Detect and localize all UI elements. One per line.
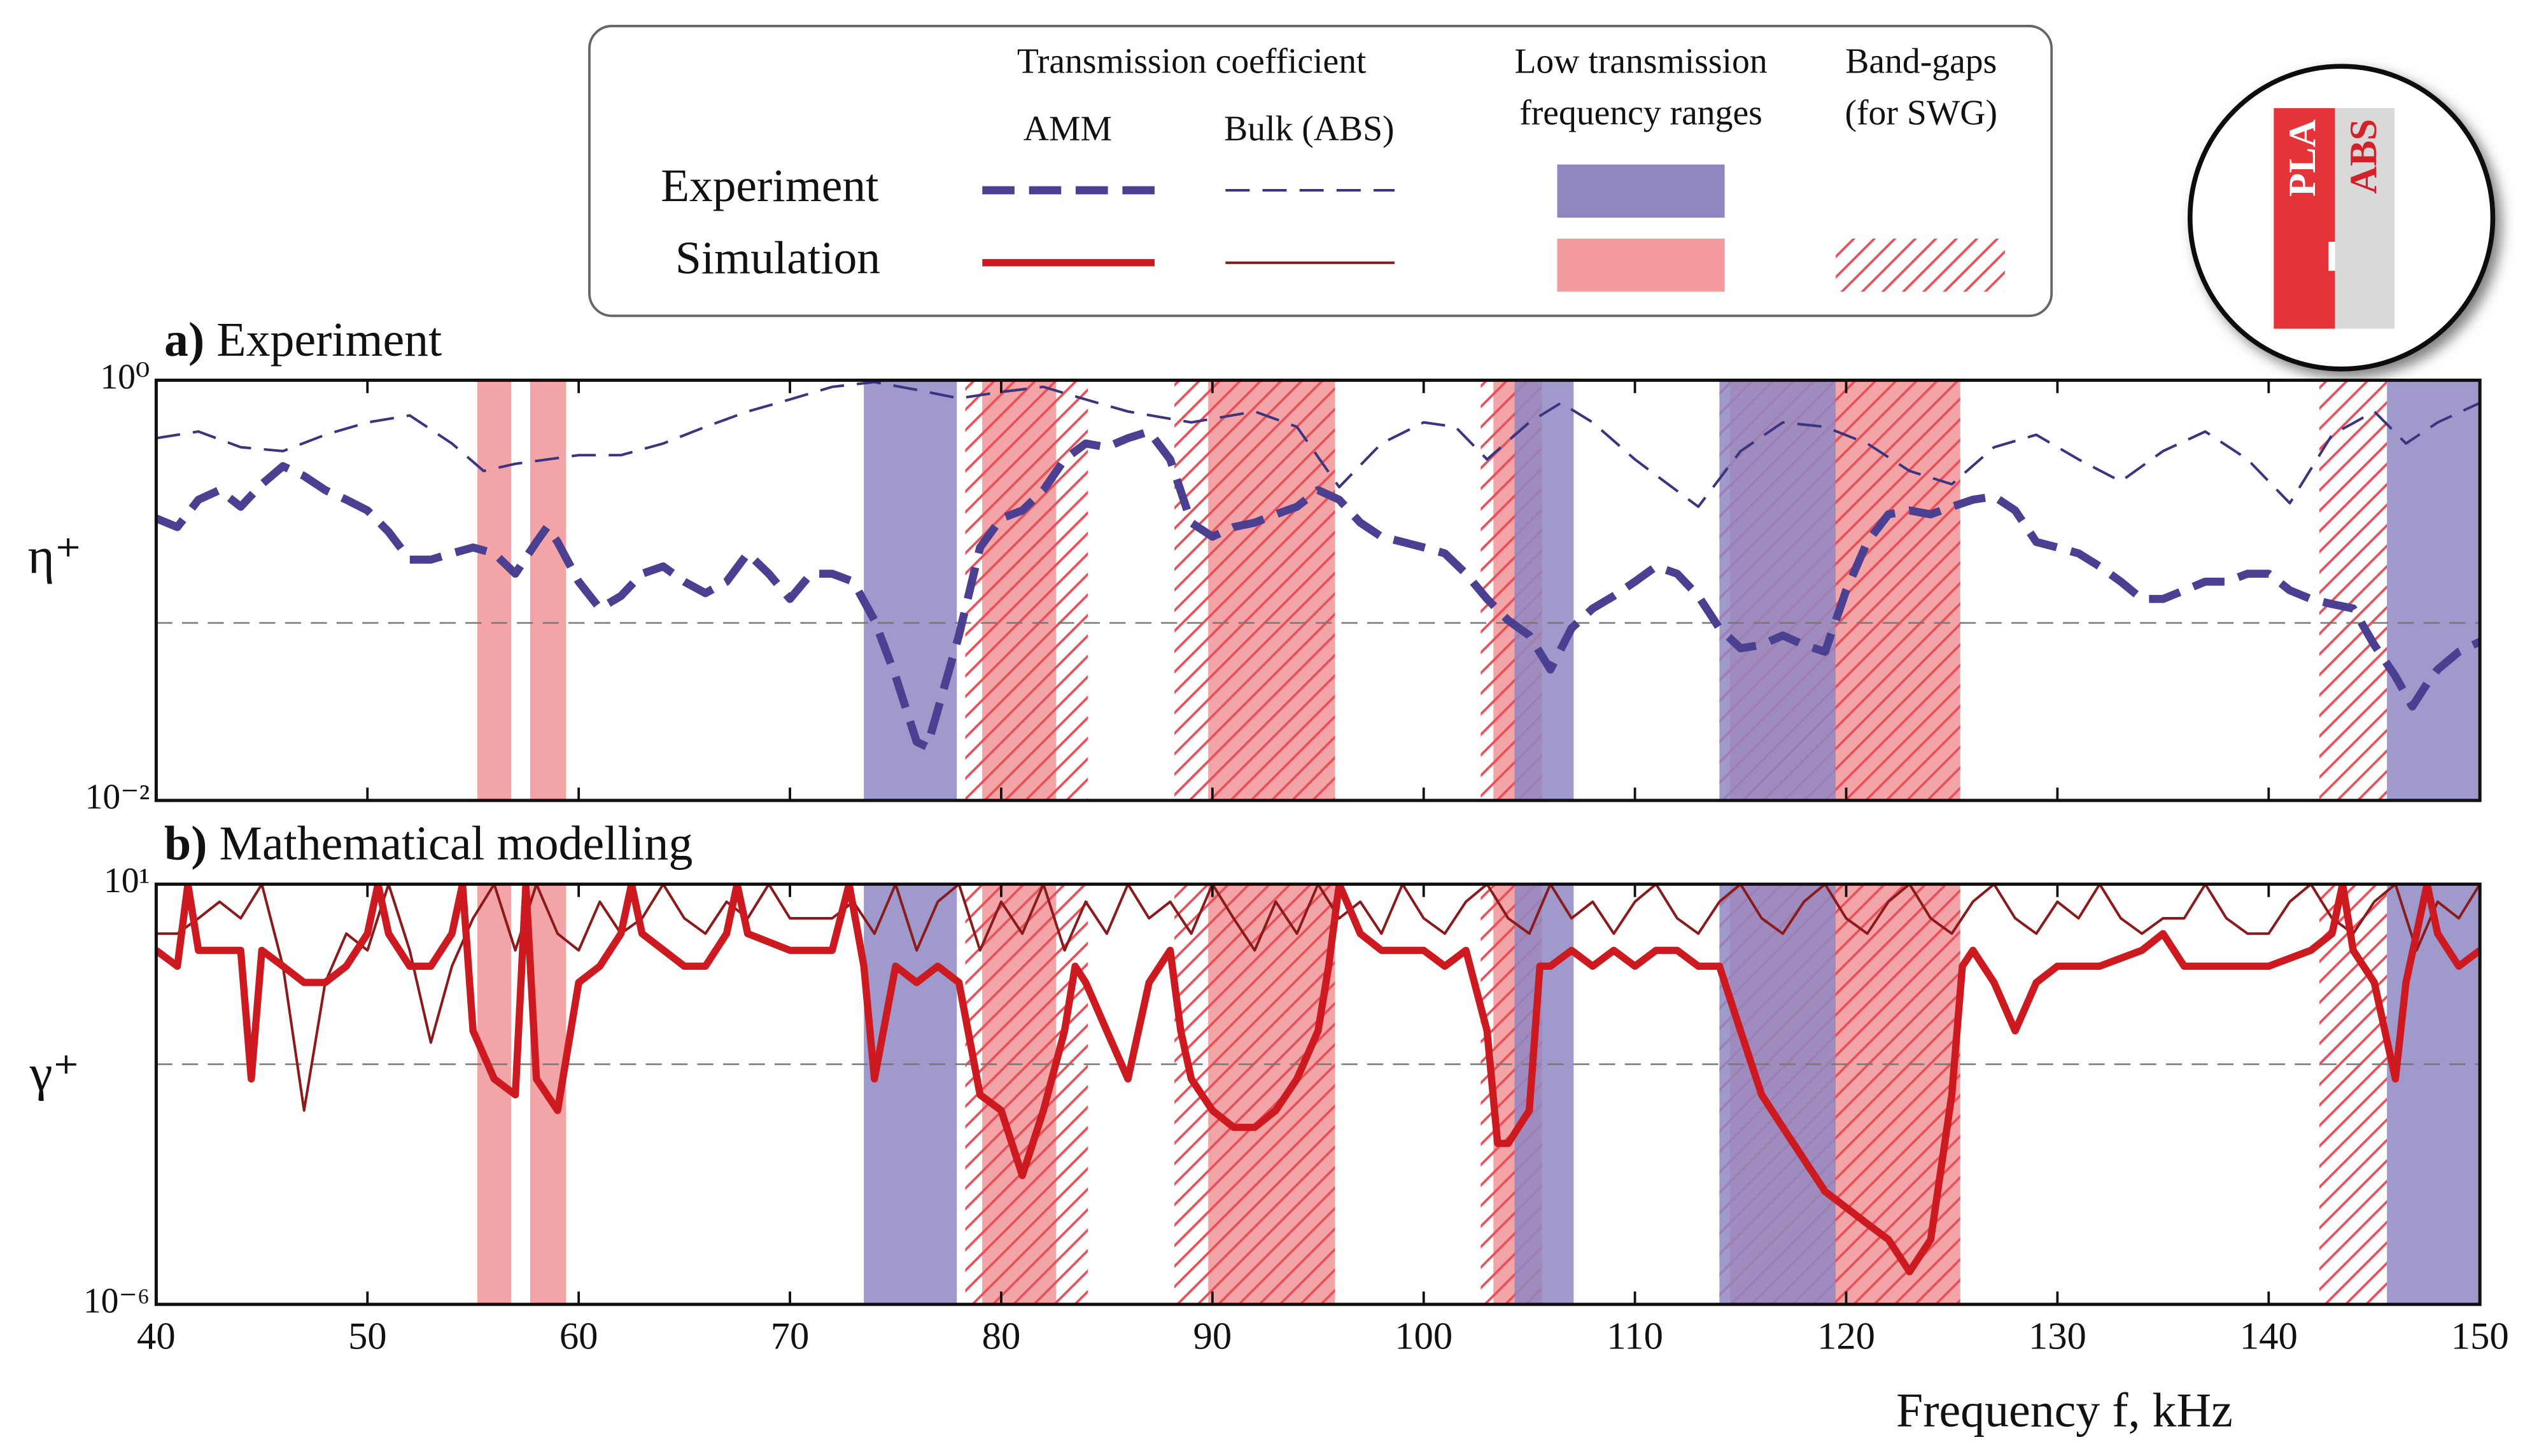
experiment-range: [864, 380, 957, 801]
experiment-range: [2387, 380, 2480, 801]
x-tick-label: 140: [2240, 1315, 2298, 1357]
legend-swatch: [1557, 238, 1725, 292]
y-tick-label: 10⁻²: [85, 778, 150, 817]
legend-column: Band-gaps: [1845, 41, 1997, 81]
x-tick-label: 60: [559, 1315, 598, 1357]
legend-row: Simulation: [675, 232, 880, 284]
legend-row: Experiment: [661, 160, 878, 211]
x-tick-label: 50: [348, 1315, 387, 1357]
panel-letter: b): [164, 817, 207, 871]
x-tick-label: 70: [771, 1315, 810, 1357]
plot-frame: [154, 882, 2482, 1306]
panel-title: b) Mathematical modelling: [164, 817, 693, 871]
plot-frame: [154, 378, 2482, 802]
experiment-range: [1719, 380, 1836, 801]
x-tick-label: 80: [982, 1315, 1021, 1357]
inset: PLA ABS: [2187, 64, 2496, 372]
panel-name: Experiment: [216, 313, 442, 367]
series-line: [156, 427, 2480, 751]
series-line: [156, 884, 2480, 1112]
x-tick-label: 40: [137, 1315, 176, 1357]
x-tick-label: 100: [1395, 1315, 1452, 1357]
y-axis-label: η⁺: [27, 528, 81, 585]
panel: [156, 884, 2480, 1305]
inset-notch: [2328, 241, 2335, 271]
experiment-range: [1514, 380, 1574, 801]
legend-swatch: [1557, 164, 1725, 218]
band_gaps-range: [965, 380, 1088, 801]
band_gaps-range: [965, 884, 1088, 1305]
inset-label: ABS: [2342, 119, 2385, 194]
x-tick-label: 110: [1607, 1315, 1663, 1357]
series-line: [156, 381, 2480, 508]
x-tick-label: 120: [1817, 1315, 1875, 1357]
experiment-range: [2387, 884, 2480, 1305]
experiment-range: [1514, 884, 1574, 1305]
y-tick-label: 10⁻⁶: [83, 1281, 150, 1320]
legend-column: Low transmission: [1514, 41, 1767, 81]
panel-letter: a): [164, 313, 204, 367]
legend-column: (for SWG): [1845, 93, 1998, 132]
experiment-range: [1719, 884, 1836, 1305]
experiment-range: [864, 884, 957, 1305]
x-tick-label: 130: [2029, 1315, 2086, 1357]
legend-swatch: [1836, 238, 2005, 292]
x-tick-label: 90: [1193, 1315, 1232, 1357]
inset-label: PLA: [2281, 120, 2324, 197]
legend-column: AMM: [1023, 109, 1112, 149]
legend-header: Transmission coefficient: [1017, 41, 1367, 81]
inset-pla: [2274, 108, 2335, 329]
legend-column: Bulk (ABS): [1224, 109, 1394, 149]
panel-name: Mathematical modelling: [219, 817, 693, 871]
panel-space: [204, 313, 216, 367]
simulation-range: [477, 380, 511, 801]
series-line: [156, 884, 2480, 1276]
simulation-range: [477, 884, 511, 1305]
x-axis-label: Frequency f, kHz: [1896, 1384, 2233, 1438]
legend-column: frequency ranges: [1519, 93, 1762, 132]
simulation-range: [530, 380, 566, 801]
x-tick-label: 150: [2451, 1315, 2509, 1357]
band_gaps-range: [1174, 380, 1335, 801]
panel: [156, 380, 2480, 801]
panel-space: [207, 817, 220, 871]
inset-abs: [2335, 108, 2395, 329]
y-tick-label: 10⁰: [100, 357, 150, 396]
y-axis-label: γ⁺: [29, 1044, 80, 1102]
panel-title: a) Experiment: [164, 313, 442, 367]
y-tick-label: 10¹: [104, 861, 150, 900]
band_gaps-range: [2319, 380, 2388, 801]
